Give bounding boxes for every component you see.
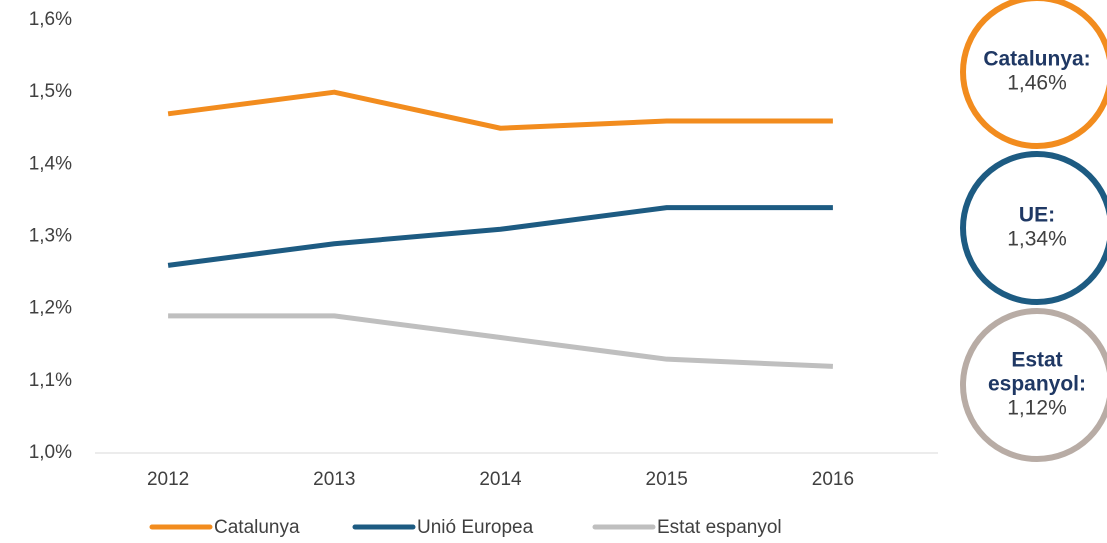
y-tick-label: 1,3% xyxy=(29,226,72,247)
y-tick-label: 1,4% xyxy=(29,153,72,174)
y-tick-label: 1,5% xyxy=(29,81,72,102)
x-tick-label: 2016 xyxy=(812,469,854,490)
annotation-circle xyxy=(960,0,1107,149)
annotation-circle xyxy=(960,308,1107,462)
annotation-value: 1,34% xyxy=(1007,228,1067,251)
legend-label: Catalunya xyxy=(214,517,300,538)
legend-label: Estat espanyol xyxy=(657,517,782,538)
annotation-label: espanyol: xyxy=(988,373,1086,396)
y-tick-label: 1,1% xyxy=(29,370,72,391)
x-tick-label: 2012 xyxy=(147,469,189,490)
series-line xyxy=(167,205,833,268)
x-tick-label: 2015 xyxy=(646,469,688,490)
annotation-circle xyxy=(960,151,1107,305)
y-tick-label: 1,6% xyxy=(29,9,72,30)
annotation-label: UE: xyxy=(1019,204,1055,227)
annotation-value: 1,12% xyxy=(1007,397,1067,420)
series-line xyxy=(167,89,833,131)
annotation-label: Estat xyxy=(1011,349,1062,372)
y-tick-label: 1,0% xyxy=(29,442,72,463)
x-tick-label: 2014 xyxy=(479,469,522,490)
y-tick-label: 1,2% xyxy=(29,298,72,319)
annotation-label: Catalunya: xyxy=(983,48,1090,71)
series-line xyxy=(168,313,834,369)
legend-label: Unió Europea xyxy=(417,517,534,538)
x-tick-label: 2013 xyxy=(313,469,355,490)
annotation-value: 1,46% xyxy=(1007,72,1067,95)
